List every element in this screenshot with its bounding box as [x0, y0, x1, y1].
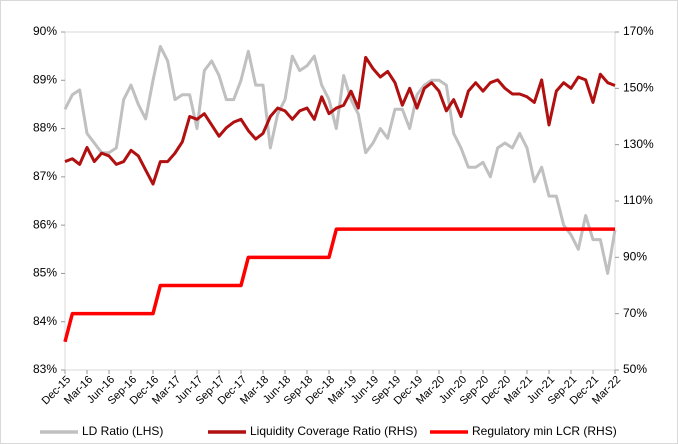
series-line — [63, 44, 617, 275]
y2-tick-label: 130% — [623, 137, 654, 151]
y-tick-label: 90% — [33, 24, 57, 38]
y2-tick-label: 90% — [623, 250, 647, 264]
y2-tick-label: 150% — [623, 81, 654, 95]
y-tick-label: 88% — [33, 121, 57, 135]
y-tick-label: 85% — [33, 266, 57, 280]
y-tick-label: 83% — [33, 362, 57, 376]
y2-tick-label: 170% — [623, 24, 654, 38]
y-tick-label: 86% — [33, 217, 57, 231]
legend-label: LD Ratio (LHS) — [82, 424, 163, 438]
y-tick-label: 89% — [33, 72, 57, 86]
legend-label: Liquidity Coverage Ratio (RHS) — [250, 424, 417, 438]
y-tick-label: 84% — [33, 314, 57, 328]
y2-tick-label: 110% — [623, 193, 653, 207]
legend-label: Regulatory min LCR (RHS) — [472, 424, 617, 438]
series-line — [64, 55, 616, 186]
y2-tick-label: 70% — [623, 306, 647, 320]
series-line — [63, 227, 615, 343]
y-tick-label: 87% — [33, 169, 57, 183]
y2-tick-label: 50% — [623, 362, 647, 376]
